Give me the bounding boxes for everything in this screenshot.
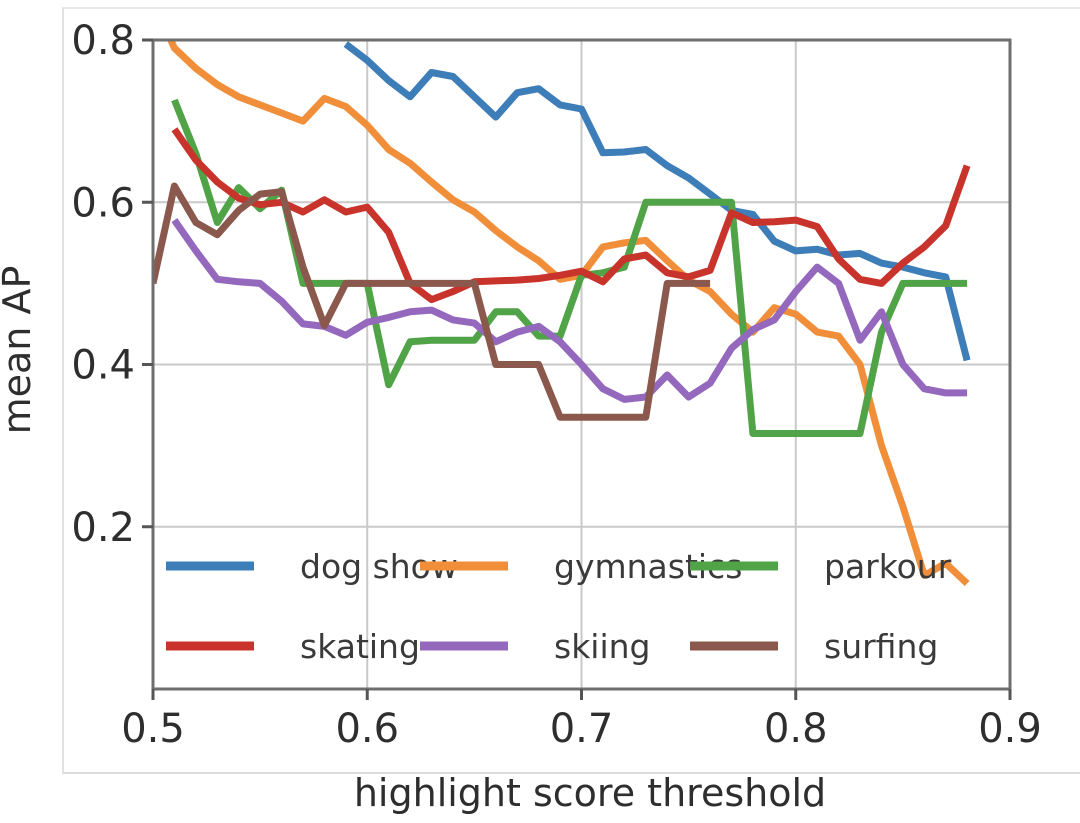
x-tick-label: 0.6: [335, 706, 399, 752]
y-tick-label: 0.8: [71, 18, 135, 64]
legend-label-surfing: surfing: [824, 627, 938, 666]
series-line-dog-show: [343, 41, 971, 362]
legend-label-parkour: parkour: [824, 547, 952, 586]
y-tick-label: 0.6: [71, 180, 135, 226]
x-axis-label: highlight score threshold: [354, 771, 826, 815]
legend-label-skating: skating: [300, 627, 420, 666]
x-tick-label: 0.9: [978, 706, 1042, 752]
tick-layer: 0.5 0.6 0.7 0.8 0.9 0.2 0.4 0.6 0.8: [71, 18, 1041, 752]
y-tick-label: 0.4: [71, 343, 135, 389]
series-line-skating: [171, 127, 971, 304]
y-axis-label: mean AP: [0, 266, 39, 435]
x-tick-label: 0.8: [764, 706, 828, 752]
legend-label-skiing: skiing: [554, 627, 651, 666]
series-layer: [153, 40, 971, 587]
y-tick-label: 0.2: [71, 505, 135, 551]
series-line-surfing: [153, 182, 711, 421]
x-tick-label: 0.7: [550, 706, 614, 752]
series-line-skiing: [171, 218, 968, 403]
series-line-gymnastics: [167, 40, 970, 587]
x-tick-label: 0.5: [121, 706, 185, 752]
